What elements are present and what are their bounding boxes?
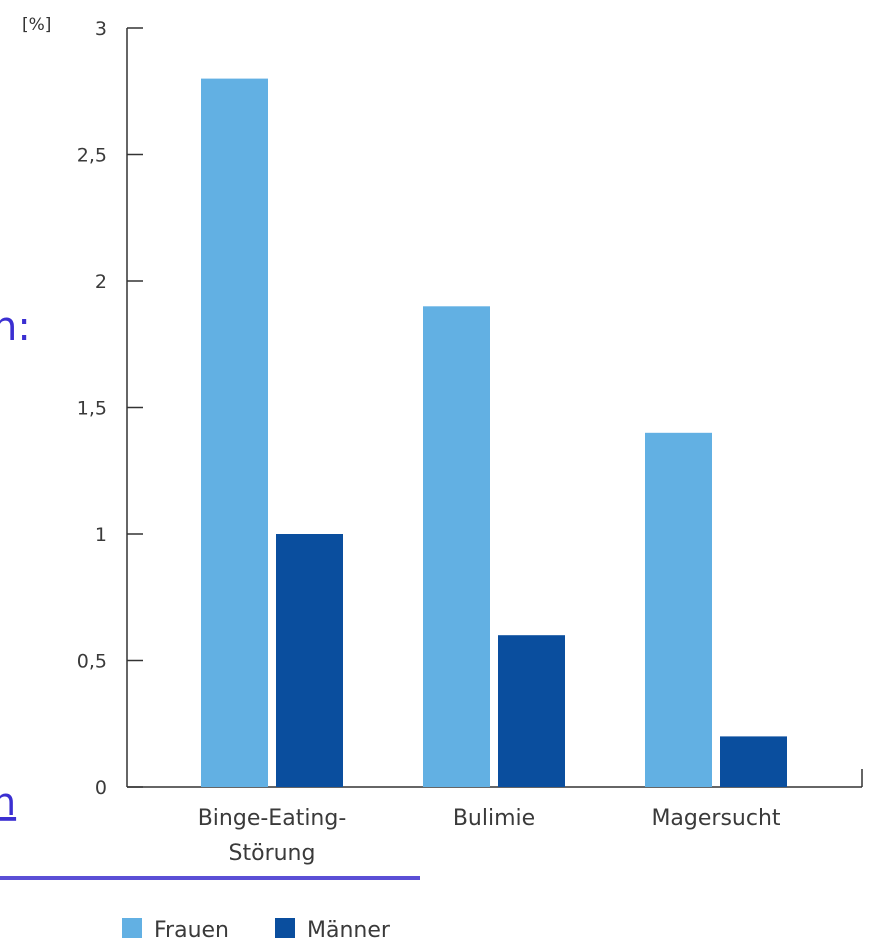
legend: Frauen Männer xyxy=(122,918,391,943)
legend-label: Männer xyxy=(307,918,391,943)
legend-swatch xyxy=(275,918,295,938)
bar-frauen-1 xyxy=(423,306,490,787)
bars xyxy=(201,78,787,788)
bar-frauen-2 xyxy=(645,432,712,787)
legend-swatch xyxy=(122,918,142,938)
x-category-label: Störung xyxy=(229,841,316,866)
x-axis-category-labels: Binge-Eating- Störung Bulimie Magersucht xyxy=(198,806,781,866)
bar-frauen-0 xyxy=(201,78,268,788)
x-category-label: Magersucht xyxy=(651,806,780,831)
bar-mnner-2 xyxy=(720,736,787,787)
y-tick-label: 1,5 xyxy=(77,398,107,420)
y-tick-label: 1 xyxy=(95,524,107,546)
y-tick-label: 2,5 xyxy=(77,145,107,167)
y-tick-label: 0,5 xyxy=(77,651,107,673)
clipped-text-fragment: n: xyxy=(0,304,31,350)
y-tick-label: 3 xyxy=(95,18,107,40)
y-axis-ticks: 0 0,5 1 1,5 2 2,5 3 xyxy=(77,18,143,799)
legend-label: Frauen xyxy=(154,918,229,943)
y-tick-label: 2 xyxy=(95,271,107,293)
y-tick-label: 0 xyxy=(95,777,107,799)
y-axis-unit-label: [%] xyxy=(22,15,51,35)
bar-mnner-1 xyxy=(498,635,565,787)
x-category-label: Bulimie xyxy=(453,806,535,831)
bar-mnner-0 xyxy=(276,534,343,787)
clipped-link-fragment[interactable]: n xyxy=(0,780,16,824)
x-category-label: Binge-Eating- xyxy=(198,806,347,831)
